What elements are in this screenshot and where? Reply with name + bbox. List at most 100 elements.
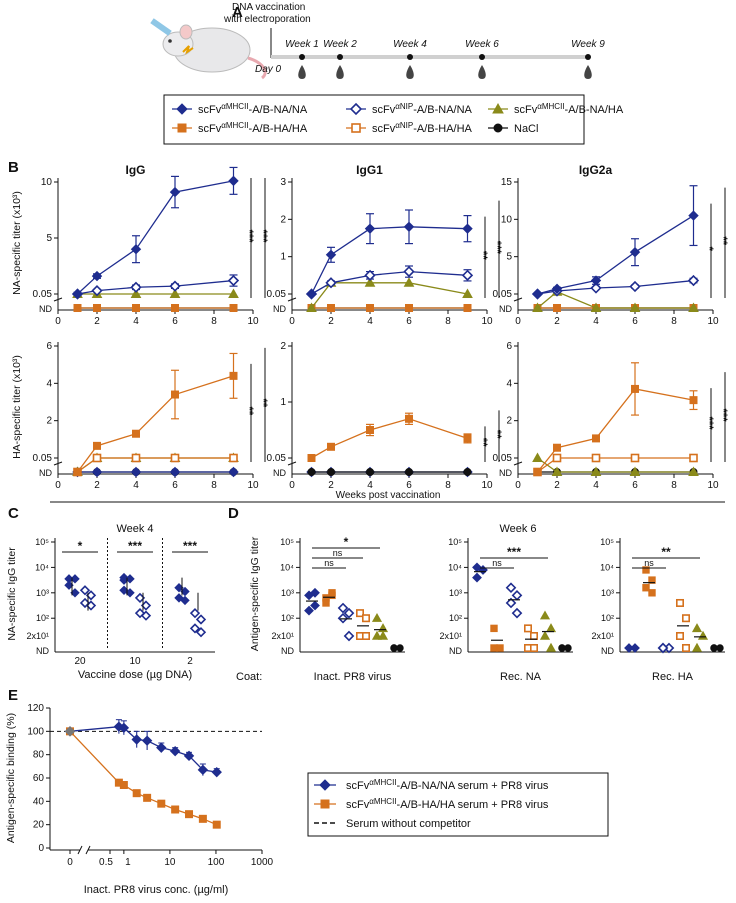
data-point: [710, 644, 718, 652]
y-tick-label: 40: [33, 796, 45, 807]
data-point: [396, 644, 404, 652]
data-point: [132, 789, 141, 798]
chart-B-IgG2a-HA: 0.05 2 4 6 ND0 2 4 6 8 10 ******: [493, 341, 729, 491]
data-point: [189, 608, 201, 619]
data-point: [545, 642, 557, 652]
data-point: [691, 623, 703, 633]
data-point: [377, 630, 389, 640]
panel-label-a: A: [232, 4, 243, 21]
data-point: [657, 642, 669, 654]
data-point: [131, 453, 141, 463]
blood-drop-icon: [406, 65, 414, 79]
significance-stars: *: [78, 539, 83, 553]
y-nd-label: ND: [39, 304, 52, 314]
y-tick-label: 2x10¹: [439, 631, 462, 641]
legend-label: scFvαMHCII-A/B-HA/HA serum + PR8 virus: [346, 797, 549, 811]
y-nd-label: ND: [273, 468, 286, 478]
data-point: [716, 644, 724, 652]
blood-drop-icon: [298, 65, 306, 79]
y-nd-label: ND: [39, 468, 52, 478]
y-tick-label: 10⁴: [280, 562, 294, 572]
data-point: [327, 468, 335, 476]
data-point: [545, 623, 557, 633]
data-point: [371, 630, 383, 640]
significance-label: ns: [324, 558, 334, 568]
timeline-dot: [299, 54, 305, 60]
y-tick-label: 10²: [36, 613, 49, 623]
data-point: [461, 269, 474, 281]
y-tick-label: 10⁴: [600, 562, 614, 572]
data-point: [629, 302, 641, 312]
y-tick-label: 3: [280, 177, 286, 188]
dose-label: 2: [187, 656, 193, 667]
data-point: [490, 624, 498, 633]
y-tick-label: 0.05: [493, 453, 513, 464]
data-point: [590, 282, 602, 294]
dose-label: 20: [74, 656, 86, 667]
data-point: [529, 631, 538, 640]
data-point: [648, 589, 656, 597]
x-tick-label: 6: [406, 316, 412, 327]
y-tick-label: 0.05: [267, 453, 287, 464]
data-point: [691, 642, 703, 652]
data-point: [343, 630, 355, 642]
significance-label: ns: [644, 558, 654, 568]
data-point: [91, 466, 103, 478]
panel-label-b: B: [8, 159, 19, 176]
data-point: [364, 269, 376, 281]
data-point: [364, 277, 376, 287]
data-point: [310, 587, 320, 598]
y-tick-label: 10³: [601, 588, 614, 598]
y-tick-label: 20: [33, 820, 45, 831]
blood-drop-icon: [584, 65, 592, 79]
data-point: [171, 304, 179, 312]
data-point: [307, 468, 316, 476]
day0-label: Day 0: [255, 64, 282, 75]
data-point: [687, 274, 700, 287]
y-axis-label: Antigen-specific IgG titer: [249, 536, 261, 651]
data-point: [125, 574, 135, 584]
data-point: [325, 249, 337, 261]
y-tick-label: 4: [46, 378, 52, 389]
x-tick-label: 2: [554, 480, 560, 491]
axis-break: [53, 461, 63, 466]
data-point: [189, 623, 201, 634]
y-tick-label: 15: [501, 177, 513, 188]
x-tick-label: 2: [328, 480, 334, 491]
legend-label: scFvαMHCII-A/B-NA/NA: [198, 102, 308, 116]
legend-label: NaCl: [514, 123, 538, 135]
x-tick-label: 0: [289, 316, 295, 327]
vaccination-label-1: DNA vaccination: [232, 2, 305, 13]
data-point: [73, 304, 82, 312]
data-point: [70, 574, 80, 584]
data-point: [366, 468, 374, 476]
data-point: [364, 223, 376, 234]
data-point: [403, 277, 415, 287]
data-point: [73, 468, 82, 476]
significance-label: ns: [333, 548, 343, 558]
series-line: [311, 418, 468, 459]
y-tick-label: 10⁵: [600, 537, 614, 547]
data-point: [141, 735, 153, 746]
legend-marker: [177, 123, 187, 133]
data-point: [592, 434, 600, 443]
data-point: [130, 281, 142, 293]
data-point: [132, 304, 140, 312]
data-point: [195, 627, 207, 638]
data-point: [143, 793, 152, 802]
legend-label: scFvαNIP-A/B-HA/HA: [372, 121, 473, 135]
data-point: [366, 304, 374, 312]
x-tick-label: 8: [671, 316, 677, 327]
y-tick-label: 0.05: [267, 289, 287, 300]
data-point: [463, 434, 472, 443]
significance-label: **: [661, 545, 671, 559]
data-point: [156, 742, 167, 753]
data-point: [405, 304, 413, 312]
data-point: [642, 584, 650, 592]
week-label: Week 6: [465, 39, 499, 50]
y-tick-label: 2x10¹: [26, 631, 49, 641]
chart-title: IgG1: [356, 163, 383, 177]
significance-stars: ***: [257, 230, 269, 244]
axis-break: [77, 845, 83, 855]
